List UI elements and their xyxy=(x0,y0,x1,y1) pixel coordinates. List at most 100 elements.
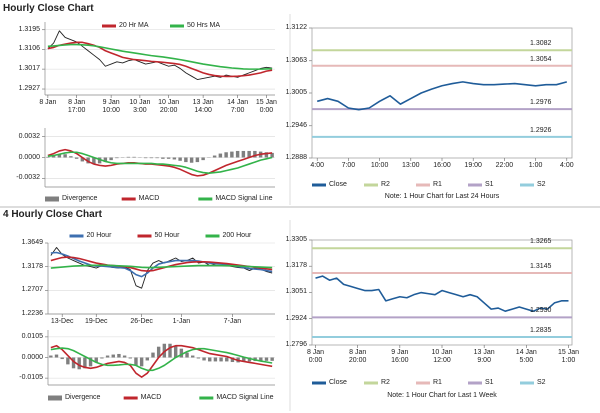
legend-label: S1 xyxy=(485,379,494,386)
y-tick-label: 1.3178 xyxy=(21,262,43,270)
divergence-bar xyxy=(184,157,188,163)
x-tick-label: 13:00 xyxy=(402,162,420,169)
divergence-bar xyxy=(270,357,274,361)
divergence-bar xyxy=(88,357,93,367)
legend-label: Divergence xyxy=(65,394,101,401)
y-tick-label: 0.0000 xyxy=(18,153,40,161)
x-tick-label: 13-Dec xyxy=(50,318,74,325)
divergence-bar xyxy=(83,357,87,369)
y-tick-label: 1.3305 xyxy=(285,236,307,243)
divergence-bar xyxy=(105,355,110,358)
divergence-bar xyxy=(161,157,165,159)
x-tick-label: 14 Jan 7:00 xyxy=(227,99,249,114)
divergence-bar xyxy=(195,157,200,163)
level-label: 1.3265 xyxy=(530,238,552,246)
divergence-bar xyxy=(219,357,223,362)
divergence-bar xyxy=(49,355,53,358)
series-line xyxy=(47,30,273,80)
divergence-bar xyxy=(189,157,194,163)
divergence-bar xyxy=(191,355,195,358)
divergence-bar xyxy=(109,157,113,161)
x-tick-label: 19-Dec xyxy=(84,318,108,325)
divergence-bar xyxy=(128,357,132,359)
divergence-bar xyxy=(132,156,136,158)
divergence-bar xyxy=(264,357,269,361)
divergence-bar xyxy=(71,357,76,369)
divergence-bar xyxy=(74,157,79,159)
y-tick-label: 1.2796 xyxy=(285,341,307,348)
legend-label: 20 Hour xyxy=(86,232,112,239)
y-tick-label: 1.3005 xyxy=(285,89,307,96)
divergence-bar xyxy=(235,150,240,158)
divergence-bar xyxy=(80,157,85,162)
section-heading: 4 Hourly Close Chart xyxy=(3,209,102,220)
y-tick-label: 1.2946 xyxy=(285,121,307,129)
x-tick-label: 10 Jan 12:00 xyxy=(431,349,453,364)
x-tick-label: 19:00 xyxy=(464,162,482,169)
x-tick-label: 9 Jan 10:00 xyxy=(102,99,120,114)
divergence-bar xyxy=(166,157,171,159)
legend-label: Divergence xyxy=(62,195,98,202)
level-label: 1.3082 xyxy=(530,40,552,48)
divergence-bar xyxy=(97,157,102,164)
divergence-bar xyxy=(242,357,246,362)
x-tick-label: 7:00 xyxy=(341,162,356,169)
y-tick-label: -0.0105 xyxy=(19,374,43,382)
series-line xyxy=(47,43,273,70)
divergence-bar xyxy=(145,357,150,361)
chart-note: Note: 1 Hour Chart for Last 24 Hours xyxy=(384,193,500,200)
divergence-bar xyxy=(92,157,96,165)
divergence-bar xyxy=(212,155,217,158)
divergence-bar xyxy=(103,157,108,163)
legend-label: R2 xyxy=(381,181,390,188)
divergence-bar xyxy=(247,150,251,158)
divergence-bar xyxy=(208,357,212,362)
divergence-bar xyxy=(86,157,90,164)
divergence-bar xyxy=(168,343,172,358)
divergence-bar xyxy=(253,150,257,158)
legend-label: MACD Signal Line xyxy=(215,195,273,202)
divergence-bar xyxy=(111,354,115,358)
y-tick-label: 0.0032 xyxy=(18,132,40,140)
y-tick-label: 1.3195 xyxy=(18,25,40,33)
divergence-bar xyxy=(134,357,138,366)
legend-label: S2 xyxy=(537,379,546,386)
x-tick-label: 15 Jan 1:00 xyxy=(557,349,579,364)
level-label: 1.2926 xyxy=(530,126,552,134)
legend-label: Close xyxy=(329,379,347,386)
level-label: 1.3054 xyxy=(530,55,552,63)
divergence-bar xyxy=(172,157,177,160)
legend-label: S1 xyxy=(485,181,494,188)
x-tick-label: 4:00 xyxy=(559,162,574,169)
divergence-bar xyxy=(202,357,206,361)
x-tick-label: 14 Jan 5:00 xyxy=(515,349,537,364)
y-tick-label: 1.3122 xyxy=(285,24,307,31)
divergence-bar xyxy=(224,152,228,158)
series-line xyxy=(50,264,273,269)
divergence-bar xyxy=(201,157,205,161)
legend-label: MACD xyxy=(138,195,160,202)
divergence-bar xyxy=(143,157,148,159)
x-tick-label: 8 Jan xyxy=(39,99,57,106)
legend-label: 20 Hr MA xyxy=(119,22,149,29)
y-tick-label: 1.3063 xyxy=(285,56,307,64)
divergence-bar xyxy=(126,156,131,158)
legend-label: 50 Hour xyxy=(154,232,180,239)
divergence-bar xyxy=(259,357,263,361)
x-tick-label: 22:00 xyxy=(495,162,514,169)
legend-label: R1 xyxy=(433,181,442,188)
y-tick-label: 1.3051 xyxy=(285,288,307,296)
level-label: 1.3145 xyxy=(530,263,552,270)
divergence-bar xyxy=(122,355,127,358)
legend-label: MACD xyxy=(140,394,162,401)
divergence-bar xyxy=(51,155,56,158)
y-tick-label: 0.0000 xyxy=(21,353,43,361)
legend-label: 200 Hour xyxy=(222,232,252,239)
series-line xyxy=(47,148,273,177)
divergence-bar xyxy=(225,357,229,362)
y-tick-label: 1.2888 xyxy=(285,154,307,161)
x-tick-label: 10 Jan 20:00 xyxy=(158,99,180,114)
divergence-bar xyxy=(151,352,155,358)
divergence-bar xyxy=(60,357,64,360)
legend-label: 50 Hrs MA xyxy=(187,22,221,29)
